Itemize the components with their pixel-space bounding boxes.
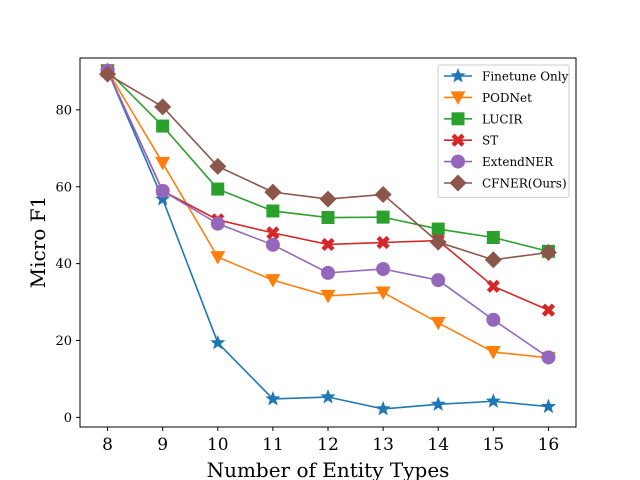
- data-point: [430, 396, 446, 411]
- legend-item: CFNER(Ours): [444, 174, 567, 192]
- legend-label: Finetune Only: [482, 70, 569, 84]
- data-point: [155, 156, 171, 171]
- data-point: [486, 231, 500, 245]
- y-tick-label: 20: [55, 334, 72, 349]
- data-point: [99, 65, 117, 83]
- data-point: [376, 235, 390, 250]
- legend-item: LUCIR: [444, 112, 523, 126]
- legend-marker: [450, 68, 466, 83]
- x-tick-label: 9: [157, 435, 168, 455]
- y-tick-label: 60: [55, 180, 72, 195]
- data-point: [154, 98, 172, 116]
- data-point: [541, 350, 556, 365]
- data-point: [265, 237, 280, 252]
- data-point: [266, 226, 280, 240]
- data-point: [540, 398, 557, 414]
- data-point: [320, 389, 336, 404]
- data-point: [265, 274, 281, 288]
- data-point: [321, 265, 335, 280]
- legend-label: ST: [482, 134, 498, 148]
- data-point: [429, 233, 447, 251]
- data-point: [374, 185, 392, 203]
- data-point: [211, 182, 225, 196]
- series-lucir: [101, 64, 555, 258]
- data-point: [375, 286, 391, 300]
- data-point: [541, 303, 556, 317]
- x-axis: 8 9 10 11 12 13 14 15 16: [102, 427, 559, 455]
- legend-marker: [451, 133, 465, 147]
- series-extendner: [100, 63, 556, 365]
- legend-label: CFNER(Ours): [482, 177, 567, 191]
- data-point: [265, 390, 281, 406]
- data-point: [376, 262, 391, 277]
- data-point: [155, 183, 170, 198]
- data-point: [264, 183, 282, 201]
- data-point: [320, 289, 336, 304]
- x-axis-label: Number of Entity Types: [207, 458, 450, 480]
- data-point: [431, 273, 446, 288]
- legend-item: Finetune Only: [444, 68, 569, 84]
- data-point: [266, 204, 280, 218]
- data-point: [321, 211, 335, 225]
- x-tick-label: 8: [102, 435, 113, 455]
- legend: Finetune Only PODNet LUCIR ST ExtendNER CFNER…: [437, 64, 570, 198]
- x-tick-label: 11: [262, 435, 284, 455]
- x-tick-label: 13: [372, 435, 394, 455]
- legend-label: PODNet: [482, 91, 532, 105]
- x-tick-label: 12: [317, 435, 339, 455]
- legend-item: PODNet: [444, 91, 532, 105]
- data-point: [484, 251, 502, 269]
- data-point: [156, 119, 170, 133]
- y-axis: 0 20 40 60 80: [55, 103, 80, 426]
- data-point: [209, 157, 227, 175]
- data-point: [210, 216, 225, 231]
- legend-item: ExtendNER: [444, 154, 554, 169]
- data-point: [485, 346, 501, 360]
- data-point: [376, 210, 390, 224]
- data-point: [431, 222, 445, 236]
- x-tick-label: 14: [427, 435, 449, 455]
- x-tick-label: 16: [538, 435, 560, 455]
- series-cfner-ours-: [99, 65, 557, 269]
- data-point: [319, 190, 337, 208]
- legend-label: LUCIR: [482, 112, 523, 126]
- x-tick-label: 15: [483, 435, 505, 455]
- plot-area: [99, 62, 557, 416]
- y-tick-label: 80: [55, 103, 72, 118]
- data-point: [430, 316, 446, 331]
- data-point: [321, 237, 335, 252]
- y-tick-label: 0: [64, 411, 72, 426]
- y-tick-label: 40: [55, 257, 72, 272]
- legend-marker: [449, 174, 467, 192]
- data-point: [539, 243, 557, 261]
- data-point: [210, 334, 226, 350]
- legend-marker: [451, 112, 465, 126]
- data-point: [486, 279, 500, 293]
- legend-label: ExtendNER: [482, 155, 554, 169]
- data-point: [155, 191, 171, 206]
- data-point: [375, 400, 391, 416]
- legend-marker: [450, 91, 466, 105]
- data-point: [486, 312, 501, 327]
- data-point: [485, 393, 501, 408]
- x-tick-label: 10: [207, 435, 229, 455]
- data-point: [210, 251, 226, 265]
- y-axis-label: Micro F1: [26, 196, 50, 289]
- legend-marker: [451, 154, 465, 169]
- legend-item: ST: [444, 133, 498, 148]
